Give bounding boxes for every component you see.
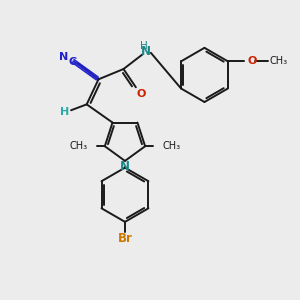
Text: C: C — [68, 57, 76, 67]
Text: O: O — [248, 56, 257, 66]
Text: H: H — [60, 107, 69, 117]
Text: O: O — [136, 89, 146, 99]
Text: CH₃: CH₃ — [163, 141, 181, 151]
Text: H: H — [140, 41, 148, 51]
Text: N: N — [59, 52, 68, 62]
Text: Br: Br — [118, 232, 132, 245]
Text: N: N — [141, 45, 151, 58]
Text: N: N — [120, 160, 130, 173]
Text: CH₃: CH₃ — [69, 141, 87, 151]
Text: CH₃: CH₃ — [270, 56, 288, 66]
